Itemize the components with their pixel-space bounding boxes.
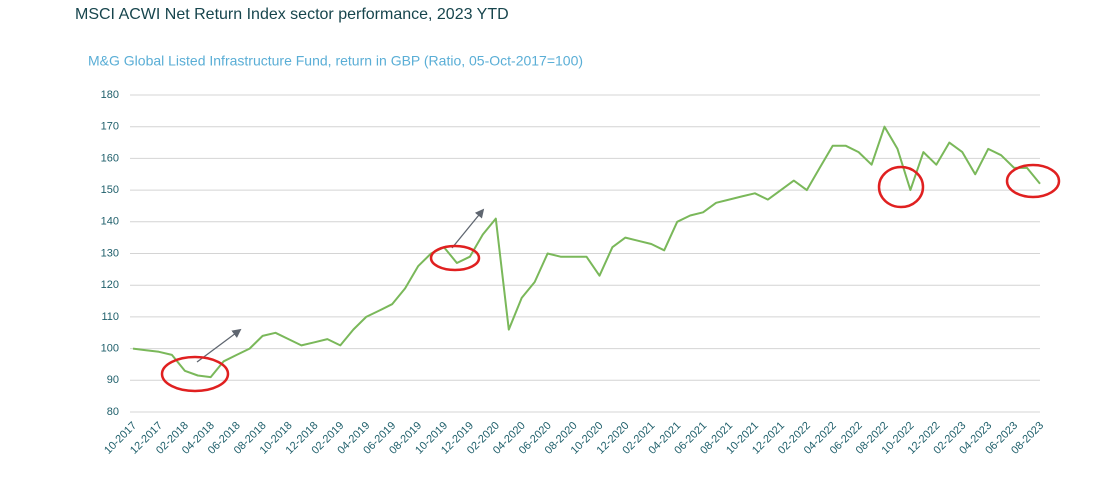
plot bbox=[132, 125, 1041, 379]
y-tick-label: 100 bbox=[101, 343, 119, 355]
highlight-circle bbox=[877, 165, 925, 209]
arrow bbox=[451, 208, 485, 249]
y-tick-label: 160 bbox=[101, 152, 119, 164]
y-tick-label: 120 bbox=[101, 279, 119, 291]
y-tick-label: 90 bbox=[107, 374, 119, 386]
chart-title: MSCI ACWI Net Return Index sector perfor… bbox=[75, 6, 509, 23]
annotations bbox=[160, 163, 1061, 393]
y-tick-label: 140 bbox=[101, 216, 119, 228]
highlight-circle bbox=[160, 355, 230, 393]
y-tick-label: 110 bbox=[101, 311, 119, 323]
y-tick-label: 170 bbox=[101, 121, 119, 133]
chart-subtitle: M&G Global Listed Infrastructure Fund, r… bbox=[88, 53, 583, 69]
y-tick-label: 130 bbox=[101, 247, 119, 259]
data-line bbox=[132, 125, 1041, 379]
grid: 809010011012013014015016017018010-201712… bbox=[101, 89, 1047, 457]
y-tick-label: 150 bbox=[101, 184, 119, 196]
y-tick-label: 180 bbox=[101, 89, 119, 101]
highlight-circle bbox=[429, 244, 481, 272]
y-tick-label: 80 bbox=[107, 406, 119, 418]
highlight-circle bbox=[1005, 163, 1061, 199]
